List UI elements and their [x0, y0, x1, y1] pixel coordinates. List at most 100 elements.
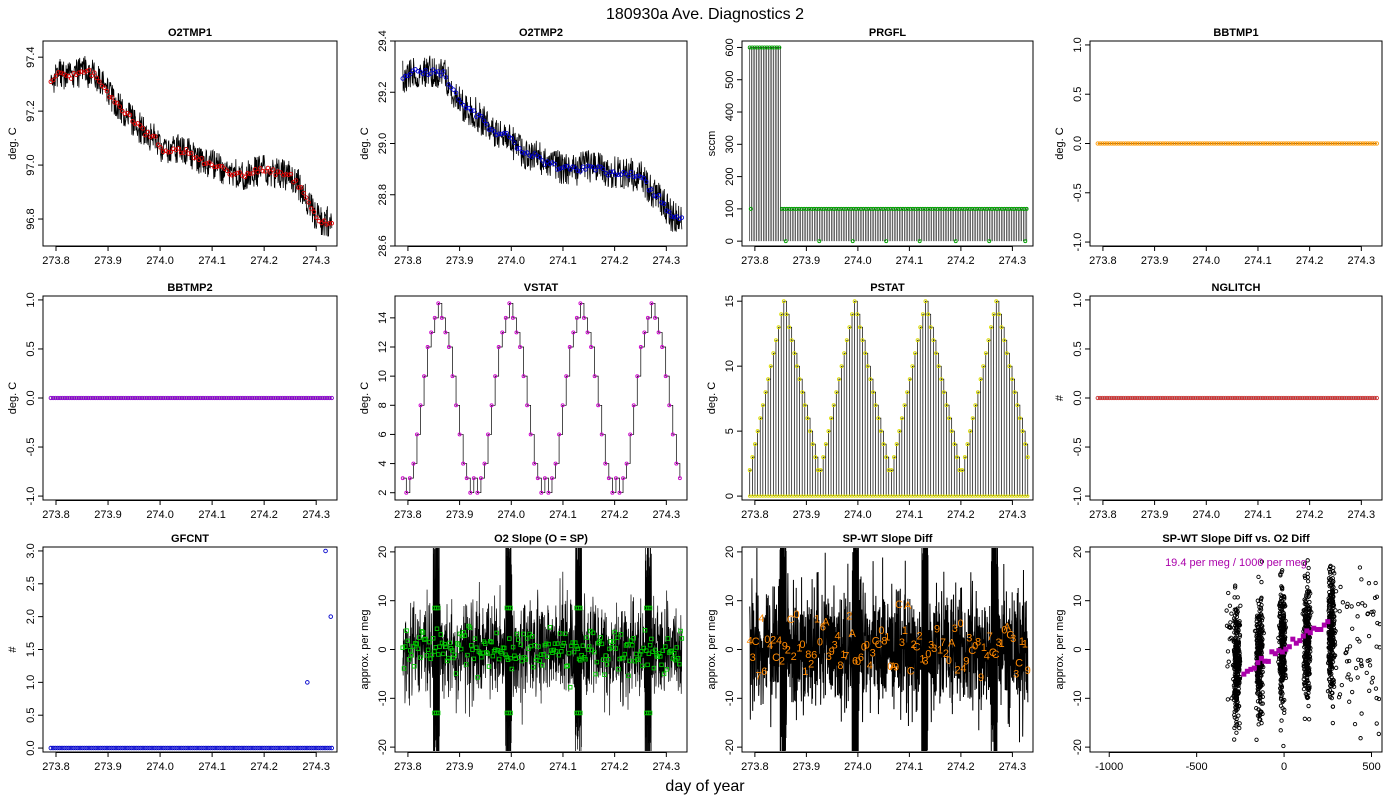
- spwt_vs_o2-point: [1329, 633, 1335, 639]
- o2slope-point: [420, 630, 426, 635]
- o2tmp2-point: [567, 167, 573, 172]
- spwt_vs_o2-point: [1329, 629, 1335, 635]
- spwt_vs_o2-point: [1232, 712, 1237, 718]
- gfcnt-point: [304, 745, 310, 751]
- prgfl-x-tick-label: 273.9: [793, 255, 821, 267]
- prgfl-point: [908, 206, 913, 211]
- pstat-point: [968, 429, 973, 434]
- o2tmp1-y-tick-label: 96.8: [25, 208, 37, 229]
- pstat-point: [855, 312, 860, 317]
- vstat-point: [475, 490, 480, 495]
- pstat-point: [960, 468, 965, 473]
- pstat-point: [839, 494, 844, 498]
- spwt_vs_o2-point: [1304, 619, 1309, 624]
- nglitch-point: [1293, 395, 1298, 401]
- spwt_vs_o2-point: [1256, 651, 1261, 656]
- prgfl-point: [935, 206, 940, 211]
- gfcnt-point: [84, 745, 90, 751]
- nglitch-y-tick-label: 0.0: [1072, 390, 1084, 405]
- gfcnt-y-tick-label: 0.5: [25, 708, 37, 723]
- vstat-point: [656, 330, 661, 335]
- bbtmp1-point: [1160, 141, 1166, 146]
- nglitch-point: [1256, 395, 1261, 401]
- bbtmp1-point: [1358, 141, 1363, 146]
- gfcnt-point: [194, 745, 200, 751]
- nglitch-point: [1146, 395, 1152, 401]
- o2tmp2-x-tick-label: 274.1: [549, 255, 577, 267]
- o2slope-point: [479, 654, 484, 660]
- prgfl-point: [809, 206, 814, 211]
- prgfl-point: [925, 206, 930, 211]
- spwt_vs_o2-bin-mean: [1290, 636, 1296, 642]
- spwt_vs_o2-point: [1279, 569, 1284, 575]
- gfcnt-point: [176, 745, 182, 751]
- bbtmp2-point: [205, 395, 210, 401]
- spwt_vs_o2-bin-mean: [1300, 633, 1306, 639]
- spwt_vs_o2-point: [1329, 646, 1334, 651]
- spwt_vs_o2-point: [1233, 623, 1238, 628]
- spwt_vs_o2-point: [1332, 614, 1337, 619]
- vstat-point: [486, 432, 490, 437]
- spwt_vs_o2-point: [1225, 697, 1231, 702]
- spwt_vs_o2-point: [1330, 569, 1336, 574]
- bbtmp1-point: [1225, 141, 1231, 146]
- o2slope-point: [545, 654, 550, 659]
- prgfl-point: [799, 206, 804, 211]
- o2tmp1-point: [227, 172, 232, 177]
- vstat-point: [571, 330, 576, 335]
- o2tmp2-point: [436, 69, 441, 74]
- bbtmp2-point: [306, 395, 311, 401]
- pstat-point: [1018, 494, 1022, 498]
- pstat-point: [761, 494, 765, 498]
- spwt_vs_o2-point: [1302, 716, 1307, 721]
- pstat-point: [915, 494, 920, 498]
- nglitch-ylabel: #: [1054, 394, 1066, 401]
- pstat-point: [868, 494, 873, 498]
- o2slope-point: [472, 636, 478, 641]
- spwt_vs_o2-point: [1332, 653, 1338, 658]
- gfcnt-x-tick-label: 274.3: [302, 761, 330, 773]
- spwt-label-mark: 1: [981, 642, 987, 654]
- bbtmp2-point: [200, 395, 206, 401]
- bbtmp1-point: [1316, 141, 1321, 146]
- gfcnt-point: [199, 745, 204, 751]
- bbtmp2-point: [182, 395, 187, 401]
- spwt_vs_o2-point: [1337, 692, 1343, 697]
- bbtmp2-point: [299, 395, 304, 401]
- spwt_vs_o2-point: [1233, 675, 1239, 681]
- spwt_vs_o2-point: [1280, 665, 1286, 671]
- nglitch-point: [1297, 395, 1303, 401]
- bbtmp1-point: [1137, 141, 1142, 146]
- bbtmp1-point: [1102, 141, 1107, 146]
- bbtmp1-point: [1321, 141, 1326, 146]
- o2slope-point: [560, 643, 565, 648]
- pstat-point: [902, 494, 907, 498]
- vstat-title: VSTAT: [524, 282, 559, 294]
- vstat-point: [436, 301, 441, 306]
- nglitch-point: [1100, 395, 1105, 401]
- bbtmp1-point: [1181, 141, 1186, 146]
- spwt_vs_o2-bin-mean: [1279, 649, 1285, 655]
- prgfl-point: [765, 45, 769, 50]
- spwt-label-mark: 6: [811, 650, 817, 662]
- o2tmp1-point: [275, 169, 281, 174]
- prgfl-point: [994, 206, 999, 211]
- bbtmp2-point: [165, 395, 171, 401]
- pstat-point: [978, 377, 983, 382]
- gfcnt-point: [165, 745, 170, 751]
- nglitch-point: [1274, 395, 1279, 401]
- spwt-label-mark: 6: [858, 652, 864, 664]
- vstat-y-tick-label: 12: [377, 341, 389, 353]
- bbtmp2-point: [102, 395, 107, 401]
- o2slope-x-tick-label: 274.0: [498, 761, 526, 773]
- spwt_vs_o2-point: [1254, 737, 1259, 742]
- pstat-point: [824, 494, 828, 498]
- o2tmp1-point: [265, 165, 271, 171]
- bbtmp2-x-tick-label: 274.1: [198, 509, 226, 521]
- bbtmp1-point: [1300, 141, 1305, 146]
- prgfl-point: [807, 206, 812, 211]
- gfcnt-point: [284, 745, 290, 751]
- nglitch-x-tick-label: 274.3: [1348, 509, 1376, 521]
- o2tmp2-point: [438, 73, 444, 78]
- spwt_vs_o2-point: [1331, 678, 1336, 683]
